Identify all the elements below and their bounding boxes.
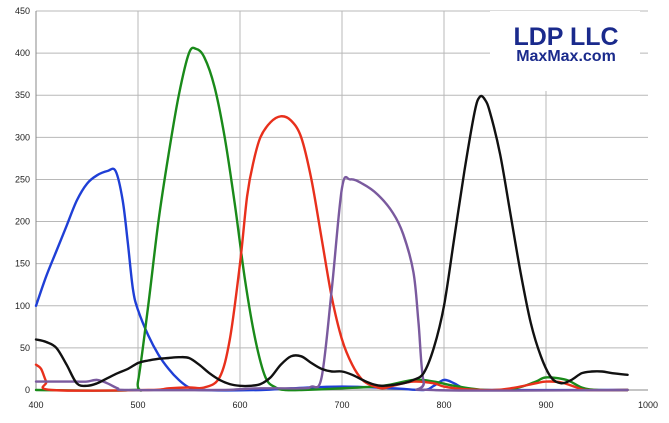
y-tick-label: 50 (20, 343, 30, 353)
x-tick-label: 500 (130, 400, 145, 410)
x-tick-label: 1000 (638, 400, 658, 410)
x-tick-label: 900 (538, 400, 553, 410)
y-tick-label: 100 (15, 301, 30, 311)
x-tick-label: 600 (232, 400, 247, 410)
series-line-2 (34, 115, 629, 392)
y-tick-label: 250 (15, 174, 30, 184)
series-line-3 (34, 175, 629, 392)
logo-title: LDP LLC (513, 23, 618, 51)
y-tick-label: 0 (25, 385, 30, 395)
logo: LDP LLC MaxMax.com (490, 11, 640, 91)
logo-subtitle: MaxMax.com (516, 48, 616, 65)
y-tick-label: 450 (15, 6, 30, 16)
x-tick-labels: 400 500 600 700 800 900 1000 (28, 400, 658, 410)
chart-grid (36, 10, 648, 390)
y-tick-label: 300 (15, 132, 30, 142)
x-tick-label: 700 (334, 400, 349, 410)
x-tick-label: 800 (436, 400, 451, 410)
chart-series (34, 46, 629, 392)
y-tick-labels: 0 50 100 150 200 250 300 350 400 450 (15, 6, 30, 395)
logo-background (490, 11, 640, 91)
y-tick-label: 400 (15, 48, 30, 58)
y-tick-label: 150 (15, 259, 30, 269)
x-tick-label: 400 (28, 400, 43, 410)
y-tick-label: 350 (15, 90, 30, 100)
y-tick-label: 200 (15, 217, 30, 227)
series-line-4 (34, 94, 629, 388)
